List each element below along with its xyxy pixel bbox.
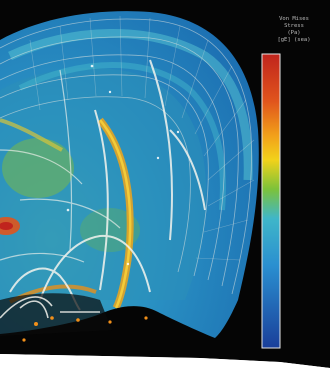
scale-title-line: [gE] (sea) <box>277 37 311 43</box>
stress-color-scale-bar <box>261 53 281 349</box>
scale-tick-labels <box>293 54 323 348</box>
scale-title-line: Stress <box>284 23 304 29</box>
scale-title-line: Von Mises <box>279 16 309 22</box>
scale-title: Von Mises Stress (Pa) [gE] (sea) <box>266 16 322 44</box>
scale-title-line: (Pa) <box>287 30 301 36</box>
page-edge <box>0 354 330 372</box>
skull-section <box>0 11 259 342</box>
